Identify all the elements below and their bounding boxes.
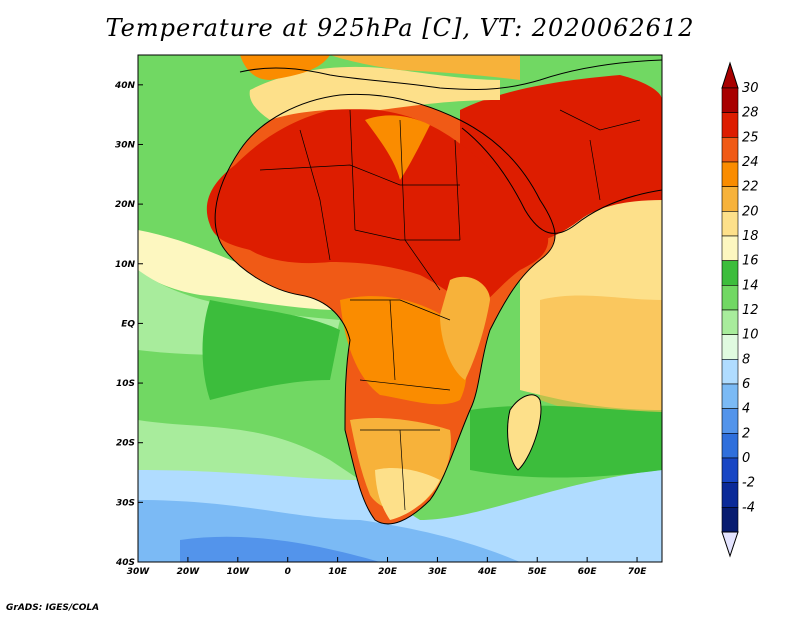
y-tick-label: 20S [116, 439, 135, 449]
colorbar-label: -4 [742, 500, 755, 515]
y-tick-label: 40S [115, 558, 135, 568]
colorbar-label: 6 [742, 377, 750, 392]
colorbar-label: 2 [742, 426, 750, 441]
colorbar-swatch [721, 161, 739, 187]
colorbar-swatch [721, 260, 739, 286]
x-tick-label: 50E [528, 567, 548, 577]
x-tick-label: 60E [578, 567, 598, 577]
plot-area [138, 55, 662, 562]
sahara-hot-core [206, 108, 549, 310]
colorbar-swatch [721, 334, 739, 360]
colorbar-label: 10 [742, 328, 759, 343]
colorbar-bottom-arrow [721, 531, 739, 558]
colorbar-label: 30 [742, 81, 759, 96]
colorbar-label: 16 [742, 254, 759, 269]
x-tick-label: 70E [628, 567, 648, 577]
southern-africa-cool [375, 468, 440, 520]
x-tick-label: 0 [285, 567, 291, 577]
colorbar-swatch [721, 87, 739, 113]
libya-cool-tongue [365, 115, 430, 180]
colorbar-swatch [721, 383, 739, 409]
y-tick-label: EQ [121, 319, 135, 329]
colorbar-swatch [721, 507, 739, 533]
colorbar-label: 8 [742, 352, 750, 367]
x-tick-label: 10W [227, 567, 251, 577]
europe-hot [240, 55, 330, 80]
y-tick-label: 20N [115, 200, 136, 210]
y-tick-label: 30N [115, 140, 136, 150]
atlantic-green [202, 300, 340, 400]
colorbar-swatch [721, 112, 739, 138]
south-atlantic-pale-band [138, 420, 360, 480]
country-borders [259, 109, 641, 511]
colorbar-label: 22 [742, 180, 759, 195]
x-tick-label: 10E [328, 567, 348, 577]
indian-ocean-pale [540, 295, 662, 420]
x-tick-label: 40E [477, 567, 498, 577]
colorbar-swatch [721, 211, 739, 237]
colorbar-swatch [721, 482, 739, 508]
x-tick-label: 20W [177, 567, 201, 577]
colorbar-label: -2 [742, 476, 755, 491]
central-africa-warm [340, 296, 467, 405]
colorbar-swatch [721, 433, 739, 459]
north-coast-cool [249, 66, 500, 120]
colorbar-swatch [721, 457, 739, 483]
arabia-coastline [461, 127, 662, 234]
x-tick-label: 20E [378, 567, 398, 577]
indian-ocean-south [470, 405, 662, 478]
colorbar-top-arrow [721, 61, 739, 89]
colorbar-swatch [721, 137, 739, 163]
grads-credit: GrADS: IGES/COLA [6, 603, 100, 613]
colorbar-swatch [721, 235, 739, 261]
colorbar-label: 25 [742, 130, 759, 145]
map-title: Temperature at 925hPa [C], VT: 202006261… [105, 14, 695, 42]
y-tick-label: 30S [116, 498, 135, 508]
colorbar-label: 24 [742, 155, 759, 170]
colorbar-label: 20 [742, 204, 759, 219]
colorbar-label: 28 [742, 106, 759, 121]
colorbar-swatch [721, 408, 739, 434]
colorbar-label: 14 [742, 278, 759, 293]
mediterranean-cool [330, 55, 520, 80]
east-africa-highlands [440, 276, 490, 380]
y-tick-label: 40N [114, 81, 136, 91]
y-axis-ticks: 40N 30N 20N 10N EQ 10S 20S 30S 40S [114, 81, 143, 568]
colorbar-label: 4 [742, 402, 750, 417]
x-axis-ticks: 30W 20W 10W 0 10E 20E 30E 40E 50E 60E 70E [127, 557, 647, 577]
y-tick-label: 10S [116, 379, 135, 389]
colorbar-label: 18 [742, 229, 759, 244]
y-tick-label: 10N [115, 260, 136, 270]
southern-coldest-region [180, 536, 380, 562]
madagascar-land [507, 394, 541, 470]
colorbar-swatch [721, 285, 739, 311]
africa-coastline [214, 93, 556, 525]
colorbar-swatch [721, 309, 739, 335]
madagascar-coastline [507, 394, 542, 471]
mediterranean-coastline [239, 59, 662, 91]
map-frame [137, 54, 663, 563]
colorbar-label: 12 [742, 303, 759, 318]
colorbar-swatch [721, 186, 739, 212]
x-tick-label: 30W [127, 567, 151, 577]
colorbar-label: 0 [742, 451, 750, 466]
x-tick-label: 30E [428, 567, 448, 577]
colorbar-swatch [721, 359, 739, 385]
